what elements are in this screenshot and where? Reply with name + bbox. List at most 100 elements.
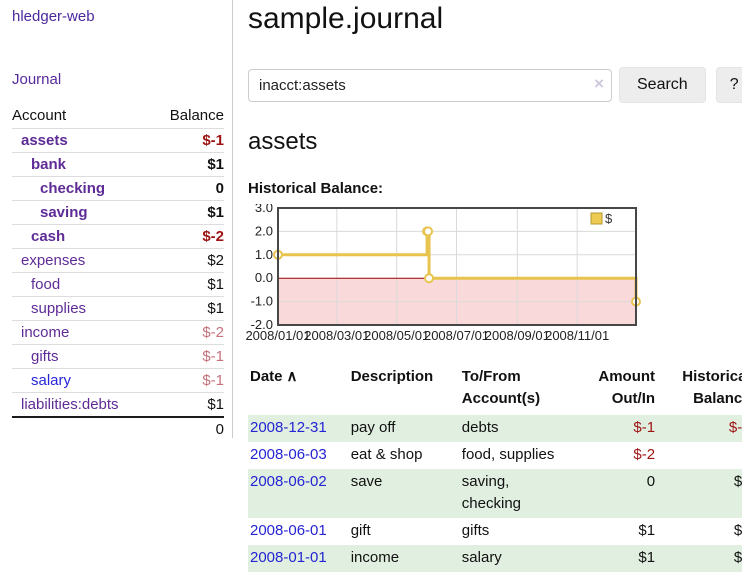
transaction-accounts: gifts — [461, 522, 490, 539]
accounts-header-balance: Balance — [169, 107, 224, 124]
sidebar-account-assets: assets $-1 — [12, 128, 224, 153]
transaction-amount: $-2 — [633, 446, 656, 463]
transaction-description: eat & shop — [350, 446, 423, 463]
transaction-date-link[interactable]: 2008-12-31 — [250, 419, 327, 436]
transaction-amount: 0 — [646, 473, 656, 490]
transaction-date-link[interactable]: 2008-06-03 — [250, 446, 327, 463]
clear-search-icon[interactable]: × — [594, 73, 604, 93]
transaction-description: save — [350, 473, 383, 490]
account-link[interactable]: income — [21, 324, 70, 341]
amount-header-line1: Amount — [598, 368, 656, 385]
register-row: 2008-12-31 pay off debts $-1 $-1 — [248, 415, 742, 442]
sidebar-account-salary: salary $-1 — [12, 368, 224, 393]
sidebar-account-gifts: gifts $-1 — [12, 344, 224, 369]
accounts-total-row: 0 — [12, 416, 224, 441]
transaction-description: income — [350, 549, 400, 566]
register-header-balance: Historical Balance — [657, 364, 742, 415]
help-button[interactable]: ? — [715, 67, 742, 103]
transaction-accounts: food, supplies — [461, 446, 555, 463]
account-link[interactable]: cash — [31, 228, 66, 245]
account-balance: $-2 — [152, 224, 224, 249]
account-balance: 0 — [152, 176, 224, 201]
sidebar-account-supplies: supplies $1 — [12, 296, 224, 321]
account-link[interactable]: gifts — [31, 348, 59, 365]
amount-header-line2: Out/In — [611, 390, 656, 407]
balance-header-line2: Balance — [693, 390, 742, 407]
date-header-label: Date — [250, 368, 283, 385]
svg-text:0.0: 0.0 — [255, 270, 273, 285]
balance-chart-svg: $3.0 2.0 1.0 0.0 -1.0 -2.02008/01/012008/03/0… — [245, 200, 641, 343]
svg-text:2.0: 2.0 — [255, 223, 273, 238]
sidebar-account-cash: cash $-2 — [12, 224, 224, 249]
sidebar-account-income: income $-2 — [12, 320, 224, 345]
sidebar-account-food: food $1 — [12, 272, 224, 297]
accounts-table: Account Balance assets $-1 bank $1 check… — [12, 105, 224, 441]
account-link[interactable]: liabilities:debts — [21, 396, 119, 413]
account-link[interactable]: salary — [31, 372, 72, 389]
transaction-balance: $2 — [733, 473, 742, 490]
accounts-header-line2: Account(s) — [461, 390, 541, 407]
account-balance: $-2 — [152, 320, 224, 345]
transaction-balance: $-1 — [728, 419, 742, 436]
main-content: sample.journal × Search ? assets Histori… — [233, 0, 742, 572]
register-header-date[interactable]: Date ∧ — [248, 364, 349, 415]
page-title: sample.journal — [248, 2, 444, 35]
account-balance: $1 — [152, 296, 224, 321]
account-balance: $-1 — [152, 344, 224, 369]
transaction-date-link[interactable]: 2008-06-02 — [250, 473, 327, 490]
svg-text:1.0: 1.0 — [255, 247, 273, 262]
account-balance: $1 — [152, 392, 224, 417]
svg-text:2008/01/01: 2008/01/01 — [245, 328, 310, 343]
account-balance: $1 — [152, 200, 224, 225]
account-link[interactable]: checking — [40, 180, 106, 197]
chart-title: Historical Balance: — [248, 180, 384, 197]
register-header-amount: Amount Out/In — [572, 364, 657, 415]
register-row: 2008-06-03 eat & shop food, supplies $-2… — [248, 442, 742, 469]
app-title[interactable]: hledger-web — [12, 8, 95, 25]
account-link[interactable]: supplies — [31, 300, 87, 317]
register-table: Date ∧ Description To/From Account(s) Amou… — [248, 364, 742, 572]
accounts-table-header: Account Balance — [12, 105, 224, 129]
svg-text:2008/05/01: 2008/05/01 — [364, 328, 429, 343]
account-link[interactable]: bank — [31, 156, 67, 173]
transaction-date-link[interactable]: 2008-06-01 — [250, 522, 327, 539]
transaction-accounts: debts — [461, 419, 499, 436]
account-link[interactable]: assets — [21, 132, 68, 149]
register-row: 2008-01-01 income salary $1 $1 — [248, 545, 742, 572]
sidebar-item-journal[interactable]: Journal — [12, 71, 62, 88]
account-heading: assets — [248, 128, 318, 155]
sidebar-account-liabilities-debts: liabilities:debts $1 — [12, 392, 224, 417]
transaction-balance: $1 — [733, 549, 742, 566]
svg-text:3.0: 3.0 — [255, 204, 273, 215]
historical-balance-chart: $3.0 2.0 1.0 0.0 -1.0 -2.0 2008/01/01 2008/03/0… — [240, 200, 742, 350]
sidebar: hledger-web Journal Account Balance asse… — [0, 0, 233, 441]
register-header-row: Date ∧ Description To/From Account(s) Amou… — [248, 364, 742, 415]
register-row: 2008-06-02 save saving, checking 0 $2 — [248, 469, 742, 518]
transaction-date-link[interactable]: 2008-01-01 — [250, 549, 327, 566]
search-input[interactable] — [248, 68, 612, 102]
search-form: × Search ? — [248, 67, 742, 103]
account-balance: $2 — [152, 248, 224, 273]
account-link[interactable]: saving — [40, 204, 88, 221]
transaction-accounts: saving, checking — [461, 473, 521, 512]
account-balance: $-1 — [152, 128, 224, 153]
account-balance: $-1 — [152, 368, 224, 393]
register-row: 2008-06-01 gift gifts $1 $2 — [248, 518, 742, 545]
svg-text:-2.0: -2.0 — [251, 317, 273, 332]
search-button[interactable]: Search — [619, 67, 706, 103]
account-balance: $1 — [152, 272, 224, 297]
svg-text:2008/11/01: 2008/11/01 — [545, 328, 609, 343]
account-balance: $1 — [152, 152, 224, 177]
sidebar-account-expenses: expenses $2 — [12, 248, 224, 273]
svg-text:2008/07/01: 2008/07/01 — [424, 328, 489, 343]
transaction-balance: $2 — [733, 522, 742, 539]
svg-text:$: $ — [605, 211, 613, 226]
transaction-accounts: salary — [461, 549, 502, 566]
accounts-total-value: 0 — [152, 416, 224, 441]
sort-asc-icon: ∧ — [286, 368, 298, 385]
transaction-description: gift — [350, 522, 371, 539]
svg-text:-1.0: -1.0 — [251, 294, 273, 309]
account-link[interactable]: food — [31, 276, 61, 293]
account-link[interactable]: expenses — [21, 252, 86, 269]
